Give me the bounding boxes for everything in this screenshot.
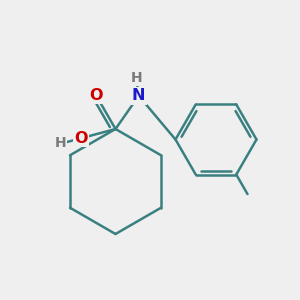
- Text: H: H: [130, 71, 142, 85]
- Text: N: N: [132, 88, 146, 103]
- Text: O: O: [89, 88, 103, 103]
- Text: H: H: [55, 136, 66, 150]
- Text: O: O: [74, 131, 88, 146]
